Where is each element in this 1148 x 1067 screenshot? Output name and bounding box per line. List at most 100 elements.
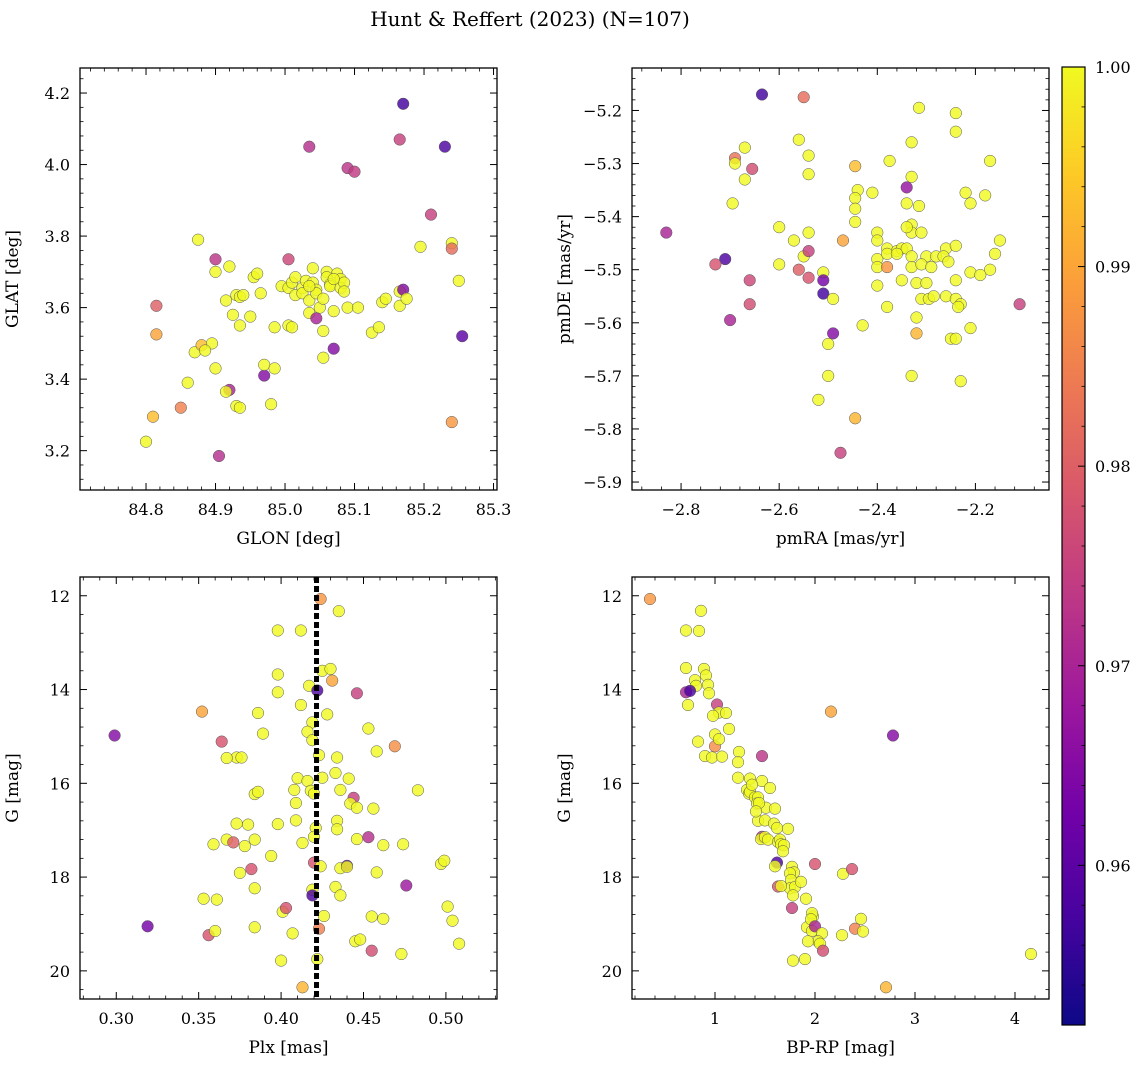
scatter-points (139, 97, 469, 463)
scatter-point (719, 253, 732, 266)
scatter-point (910, 327, 923, 340)
scatter-point (209, 253, 222, 266)
scatter-point (327, 305, 340, 318)
scatter-point (411, 784, 424, 797)
scatter-point (338, 285, 351, 298)
scatter-point (317, 324, 330, 337)
scatter-point (340, 860, 354, 873)
scatter-point (900, 221, 913, 234)
scatter-point (397, 97, 410, 110)
scatter-point (210, 893, 223, 906)
scatter-point (445, 242, 458, 255)
x-tick-label: −2.6 (760, 500, 799, 519)
scatter-point (905, 369, 918, 382)
scatter-point (441, 900, 454, 913)
scatter-point (285, 321, 299, 334)
scatter-point (743, 298, 756, 311)
scatter-point (452, 274, 465, 287)
scatter-point (822, 369, 835, 382)
scatter-point (174, 401, 187, 414)
scatter-point (835, 929, 849, 942)
scatter-point (341, 301, 354, 314)
scatter-point (802, 168, 815, 181)
scatter-point (329, 766, 342, 780)
scatter-point (755, 750, 769, 763)
x-tick-label: 0.35 (181, 1009, 217, 1028)
scatter-point (988, 247, 1002, 260)
scatter-point (812, 393, 825, 406)
y-tick-label: 4.2 (45, 84, 70, 103)
x-tick-label: 0.45 (346, 1009, 382, 1028)
scatter-point (679, 661, 693, 675)
scatter-point (327, 342, 340, 355)
scatter-point (317, 351, 330, 364)
scatter-point (181, 376, 194, 389)
scatter-point (824, 705, 838, 718)
y-axis-label: G [mag] (555, 753, 575, 822)
scatter-point (237, 289, 250, 302)
scatter-point (242, 818, 255, 831)
scatter-point (212, 449, 226, 463)
scatter-point (351, 301, 365, 314)
y-tick-label: 14 (50, 681, 70, 700)
x-tick-label: 84.9 (198, 500, 234, 519)
scatter-point (984, 263, 997, 276)
panels: 84.8 84.9 85.0 85.1 85.2 85.3 3.2 3.4 3.6 3.8 4.0 4… (3, 67, 1050, 1058)
scatter-point (797, 91, 810, 104)
y-tick-label: 20 (602, 962, 622, 981)
scatter-point (912, 101, 926, 114)
y-tick-label: −5.8 (583, 420, 622, 439)
scatter-point (303, 280, 316, 293)
scatter-panel-1: 84.8 84.9 85.0 85.1 85.2 85.3 3.2 3.4 3.6 3.8 4.0 4… (3, 67, 511, 549)
scatter-point (925, 261, 938, 274)
y-tick-label: −5.3 (583, 155, 622, 174)
scatter-point (209, 924, 222, 938)
scatter-point (271, 624, 284, 637)
scatter-point (738, 173, 751, 186)
scatter-point (326, 674, 339, 687)
scatter-point (774, 879, 788, 893)
y-axis-label: G [mag] (3, 753, 23, 822)
scatter-point (849, 202, 862, 215)
scatter-panel-3: 0.30 0.35 0.40 0.45 0.50 12 14 16 18 20 Plx [mas] G… (3, 576, 498, 1058)
scatter-point (979, 189, 992, 202)
y-tick-label: −5.7 (583, 367, 622, 386)
scatter-point (289, 814, 302, 827)
scatter-point (438, 854, 451, 867)
y-tick-label: 3.4 (45, 370, 70, 389)
scatter-points (643, 592, 1038, 994)
scatter-point (854, 912, 868, 925)
scatter-point (445, 416, 458, 429)
plot-frame (631, 576, 1050, 1000)
scatter-point (199, 344, 212, 357)
scatter-point (195, 705, 209, 718)
scatter-point (350, 801, 363, 814)
scatter-point (881, 300, 894, 313)
scatter-point (755, 88, 769, 101)
scatter-point (746, 162, 759, 175)
scatter-point (787, 234, 800, 247)
scatter-point (317, 292, 330, 305)
scatter-point (395, 947, 408, 961)
scatter-point (150, 299, 163, 312)
scatter-point (207, 838, 220, 851)
scatter-point (424, 208, 438, 221)
scatter-point (258, 369, 271, 382)
scatter-point (802, 149, 815, 162)
scatter-point (927, 290, 940, 303)
y-tick-label: 16 (602, 774, 622, 793)
scatter-point (235, 751, 248, 764)
scatter-point (768, 860, 782, 873)
scatter-point (761, 833, 775, 846)
scatter-point (849, 160, 862, 173)
scatter-point (776, 845, 790, 858)
y-tick-label: 18 (602, 868, 622, 887)
y-tick-label: −5.2 (583, 101, 622, 120)
scatter-point (827, 292, 840, 305)
scatter-point (289, 271, 302, 284)
x-axis-label: Plx [mas] (248, 1038, 328, 1058)
scatter-point (732, 745, 746, 758)
figure-title: Hunt & Reffert (2023) (N=107) (370, 7, 690, 31)
scatter-point (288, 783, 301, 796)
x-axis-label: BP-RP [mag] (786, 1038, 895, 1058)
